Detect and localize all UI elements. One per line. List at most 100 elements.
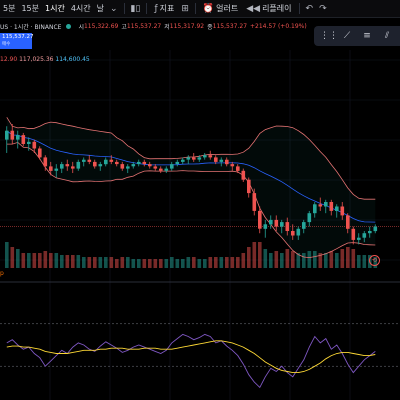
volume-bar — [351, 249, 356, 268]
alerts-button[interactable]: ⏰ 얼러트 — [199, 3, 242, 14]
timeframe-15m[interactable]: 15분 — [21, 4, 39, 13]
candle-body — [230, 164, 235, 167]
bollinger-band-fill — [6, 117, 376, 258]
bb-lower-value: 114,600.45 — [55, 56, 90, 63]
candle-body — [175, 161, 180, 165]
replay-button[interactable]: ◀◀ 리플레이 — [242, 3, 295, 14]
candle-body — [241, 170, 246, 180]
candle-body — [302, 222, 306, 229]
volume-bar — [181, 259, 185, 268]
candle-body — [60, 164, 64, 169]
templates-icon[interactable]: ⊞ — [181, 3, 189, 14]
candle-body — [329, 202, 334, 211]
volume-bar — [148, 259, 152, 268]
volume-bar — [236, 257, 240, 268]
volume-bar — [109, 257, 114, 268]
timeframe-day[interactable]: 날 — [96, 4, 104, 13]
candle-body — [335, 206, 339, 211]
candle-body — [186, 157, 191, 160]
bollinger-lower-line — [6, 141, 376, 259]
candle-body — [148, 164, 152, 167]
candle-body — [269, 219, 273, 225]
candle-body — [219, 159, 224, 162]
candle-body — [120, 164, 125, 169]
candle-body — [368, 231, 372, 234]
volume-bar — [104, 257, 108, 268]
alert-bell-icon[interactable]: ⟲ — [369, 255, 380, 266]
candle-body — [82, 159, 86, 162]
volume-bar — [324, 253, 328, 268]
indicators-button[interactable]: ƒ 지표 — [150, 3, 178, 14]
volume-bar — [307, 251, 312, 268]
volume-bar — [258, 242, 262, 268]
candle-type-icon[interactable]: ▮▯ — [130, 3, 141, 14]
candle-body — [351, 228, 356, 240]
volume-bar — [60, 255, 64, 268]
candle-body — [247, 179, 251, 194]
bollinger-legend: 12.90 117,025.36 114,600.45 — [0, 56, 90, 63]
parallel-channel-icon[interactable]: ⫽ — [384, 31, 389, 41]
candle-body — [93, 161, 97, 167]
volume-bars — [5, 242, 378, 268]
candle-body — [131, 164, 136, 167]
candle-body — [373, 226, 378, 232]
timeframe-1h[interactable]: 1시간 — [45, 4, 65, 13]
candle-body — [98, 164, 103, 167]
trend-line-icon[interactable]: ⟋ — [343, 31, 351, 41]
bb-upper-value: 117,025.36 — [19, 56, 54, 63]
volume-bar — [159, 259, 163, 268]
ohlc-legend: US · 1시간 · BINANCE 시 115,322.69 고 115,53… — [0, 20, 307, 32]
indicators-icon: ƒ — [154, 3, 158, 14]
toolbar-divider — [123, 3, 125, 14]
buy-price-value: 115,537.27 — [2, 34, 34, 40]
volume-bar — [43, 251, 48, 268]
volume-bar — [27, 253, 31, 268]
timeframe-4h[interactable]: 4시간 — [70, 4, 91, 13]
candle-body — [38, 148, 42, 158]
toolbar-divider — [194, 3, 196, 14]
toolbar-divider — [146, 3, 148, 14]
undo-icon[interactable]: ↶ — [305, 3, 314, 14]
symbol-label[interactable]: US · 1시간 · BINANCE — [0, 23, 62, 31]
candle-body — [236, 166, 240, 171]
candle-body — [346, 215, 350, 229]
candle-body — [115, 161, 119, 165]
bollinger-basis-line — [6, 130, 376, 223]
candle-body — [274, 219, 279, 227]
volume-bar — [71, 255, 75, 268]
candles — [5, 123, 378, 245]
candle-body — [263, 224, 268, 229]
low-value: 115,317.92 — [169, 22, 205, 30]
volume-bar — [252, 242, 257, 268]
volume-bar — [54, 253, 59, 268]
fib-retracement-icon[interactable]: ≡ — [363, 31, 371, 41]
volume-bar — [208, 257, 213, 268]
volume-bar — [115, 259, 119, 268]
candle-body — [285, 222, 290, 231]
chevron-down-icon[interactable]: ⌄ — [110, 3, 118, 14]
volume-bar — [247, 247, 251, 268]
volume-bar — [126, 257, 130, 268]
candle-body — [87, 159, 92, 162]
volume-bar — [93, 257, 97, 268]
volume-bar — [16, 249, 20, 268]
candle-body — [318, 204, 323, 207]
candle-body — [49, 166, 53, 171]
volume-bar — [192, 257, 196, 268]
low-key: 저 — [164, 23, 170, 31]
toolbar-divider — [298, 3, 300, 14]
buy-price-box[interactable]: 115,537.27 매수 — [0, 33, 34, 49]
volume-bar — [280, 253, 284, 268]
timeframe-5m[interactable]: 5분 — [3, 4, 16, 13]
drag-handle-icon[interactable]: ⋮⋮ — [320, 31, 338, 41]
volume-bar — [318, 253, 323, 268]
volume-bar — [219, 257, 224, 268]
redo-icon[interactable]: ↷ — [319, 3, 327, 14]
bollinger-upper-line — [6, 117, 376, 200]
high-key: 고 — [121, 23, 127, 31]
bb-basis-value: 12.90 — [0, 56, 18, 63]
volume-bar — [120, 257, 125, 268]
rsi-ma-line — [6, 340, 376, 374]
candle-body — [54, 168, 59, 171]
